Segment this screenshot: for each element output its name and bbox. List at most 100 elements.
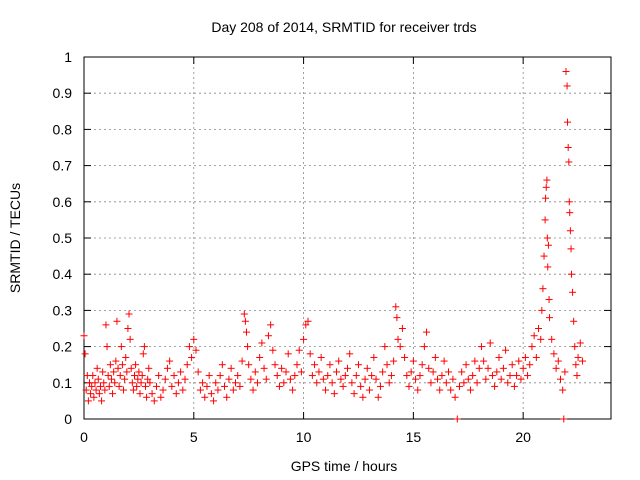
data-point [161, 375, 169, 383]
x-axis-label: GPS time / hours [291, 458, 398, 474]
data-point [564, 144, 572, 151]
data-point [118, 361, 126, 369]
data-point [370, 353, 378, 361]
data-point [93, 364, 101, 372]
data-point [423, 328, 431, 336]
data-point [148, 390, 156, 398]
data-point [100, 379, 108, 387]
data-point [365, 386, 373, 394]
data-point [540, 252, 548, 260]
data-point [499, 364, 507, 372]
data-point [123, 368, 131, 376]
data-point [418, 361, 426, 369]
data-point [560, 415, 568, 423]
y-tick-label: 0.7 [53, 158, 73, 174]
data-point [387, 372, 395, 380]
data-point [229, 386, 237, 394]
data-point [297, 368, 305, 376]
data-point [111, 379, 119, 387]
data-point [515, 357, 523, 365]
data-point [128, 379, 136, 387]
data-point [462, 361, 470, 369]
data-point [372, 375, 380, 383]
data-point [185, 343, 193, 351]
data-point [346, 350, 354, 358]
x-tick-label: 20 [515, 429, 531, 445]
data-point [564, 118, 572, 126]
data-point [405, 382, 413, 390]
data-point [394, 335, 402, 343]
data-point [242, 328, 250, 336]
data-point [90, 393, 98, 401]
data-point [322, 386, 330, 394]
data-point [137, 379, 145, 387]
data-point [179, 386, 187, 394]
data-points [80, 67, 586, 423]
data-point [196, 386, 204, 394]
data-point [251, 368, 259, 376]
data-point [159, 386, 167, 394]
data-point [497, 375, 505, 383]
data-point [528, 343, 536, 351]
data-point [183, 361, 191, 369]
data-point [524, 372, 532, 380]
data-point [562, 67, 570, 75]
data-point [275, 382, 283, 390]
data-point [134, 375, 142, 383]
data-point [249, 386, 257, 394]
data-point [144, 375, 152, 383]
data-point [541, 216, 549, 224]
data-point [101, 386, 109, 394]
data-point [350, 390, 358, 398]
data-point [401, 353, 409, 361]
data-point [82, 386, 90, 394]
data-point [302, 321, 310, 329]
data-point [212, 379, 220, 387]
data-point [203, 382, 211, 390]
y-tick-label: 0 [64, 411, 72, 427]
data-point [506, 372, 514, 380]
data-point [403, 372, 411, 380]
data-point [381, 343, 389, 351]
data-point [420, 343, 428, 351]
data-point [412, 375, 420, 383]
data-point [94, 375, 102, 383]
data-point [451, 393, 459, 401]
data-point [289, 386, 297, 394]
data-point [278, 364, 286, 372]
data-point [475, 364, 483, 372]
data-point [126, 335, 134, 343]
y-tick-label: 0.9 [53, 85, 73, 101]
data-point [241, 317, 249, 325]
data-point [333, 368, 341, 376]
data-point [566, 209, 574, 217]
y-tick-label: 0.8 [53, 121, 73, 137]
data-point [407, 368, 415, 376]
data-point [486, 339, 494, 347]
data-point [361, 375, 369, 383]
data-point [504, 379, 512, 387]
data-point [214, 386, 222, 394]
data-point [392, 303, 400, 311]
data-point [565, 158, 573, 166]
data-point [569, 288, 577, 296]
data-point [379, 368, 387, 376]
data-point [425, 364, 433, 372]
data-point [488, 372, 496, 380]
data-point [177, 368, 185, 376]
data-point [477, 343, 485, 351]
data-point [267, 321, 275, 329]
data-point [190, 335, 198, 343]
data-point [143, 393, 151, 401]
data-point [135, 368, 143, 376]
data-point [348, 379, 356, 387]
data-point [89, 372, 97, 380]
data-point [359, 393, 367, 401]
data-point [105, 382, 113, 390]
data-point [526, 361, 534, 369]
data-point [484, 364, 492, 372]
data-point [324, 372, 332, 380]
data-point [81, 350, 89, 358]
data-point [493, 368, 501, 376]
data-point [460, 379, 468, 387]
